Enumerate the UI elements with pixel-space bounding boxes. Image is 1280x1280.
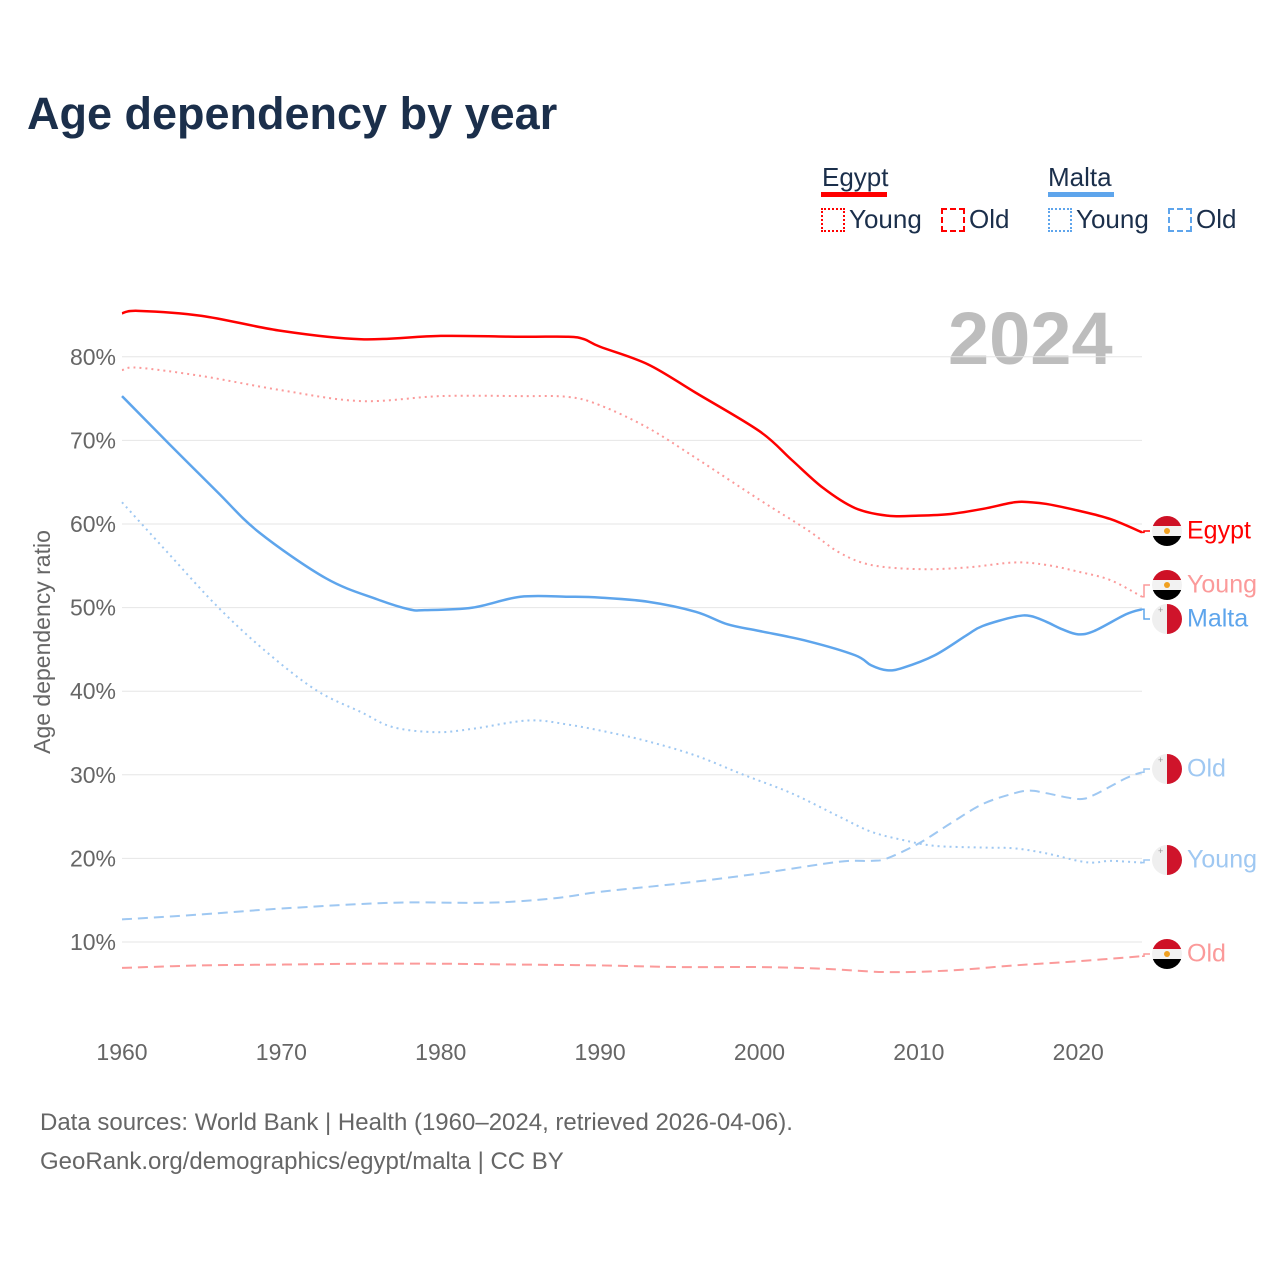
series-line-egypt-old <box>121 955 1143 974</box>
label-connector <box>1142 953 1150 957</box>
data-source: Data sources: World Bank | Health (1960–… <box>40 1109 793 1136</box>
svg-text:+: + <box>1158 605 1163 615</box>
x-tick-label: 2010 <box>893 1039 944 1065</box>
legend-egypt-bar <box>821 192 887 197</box>
x-tick-label: 1970 <box>256 1039 307 1065</box>
x-tick-label: 2020 <box>1053 1039 1104 1065</box>
dashed-swatch-icon <box>941 207 965 232</box>
end-label: Young <box>1187 570 1257 599</box>
label-connector <box>1142 859 1150 864</box>
current-year-watermark: 2024 <box>948 297 1113 380</box>
egypt-flag-icon <box>1152 939 1182 969</box>
end-label: Young <box>1187 845 1257 874</box>
label-connector <box>1142 768 1150 774</box>
series-line-malta-old <box>121 771 1143 921</box>
legend-malta-young[interactable]: Young <box>1048 204 1149 235</box>
egypt-flag-icon <box>1152 516 1182 546</box>
malta-flag-icon: + <box>1152 845 1182 875</box>
legend-label: Old <box>1196 204 1237 234</box>
chart-title: Age dependency by year <box>27 88 558 139</box>
end-label: Malta <box>1187 604 1249 633</box>
label-connector <box>1142 584 1150 598</box>
legend-label: Young <box>849 204 922 234</box>
series-line-egypt-young <box>121 366 1143 598</box>
legend-malta-title: Malta <box>1048 162 1112 192</box>
label-connector <box>1142 608 1150 620</box>
series-line-malta-young <box>121 501 1143 864</box>
dotted-swatch-icon <box>1048 207 1072 232</box>
dotted-swatch-icon <box>821 207 845 232</box>
end-label: Old <box>1187 754 1226 783</box>
legend-label: Old <box>969 204 1010 234</box>
legend-egypt-title: Egypt <box>822 162 889 192</box>
legend-malta-bar <box>1048 192 1114 197</box>
label-connector <box>1142 530 1150 534</box>
y-tick-label: 40% <box>70 678 116 704</box>
dashed-swatch-icon <box>1168 207 1192 232</box>
y-tick-label: 80% <box>70 344 116 370</box>
svg-text:+: + <box>1158 846 1163 856</box>
y-tick-label: 30% <box>70 762 116 788</box>
y-tick-label: 20% <box>70 845 116 871</box>
y-axis-label: Age dependency ratio <box>29 530 55 754</box>
series-line-egypt <box>121 309 1143 534</box>
svg-text:+: + <box>1158 755 1163 765</box>
legend-egypt-old[interactable]: Old <box>941 204 1009 235</box>
malta-flag-icon: + <box>1152 754 1182 784</box>
y-tick-label: 50% <box>70 595 116 621</box>
legend-egypt-young[interactable]: Young <box>821 204 922 235</box>
x-tick-label: 2000 <box>734 1039 785 1065</box>
malta-flag-icon: + <box>1152 604 1182 634</box>
y-tick-label: 10% <box>70 929 116 955</box>
x-tick-label: 1960 <box>96 1039 147 1065</box>
end-label: Egypt <box>1187 516 1251 545</box>
legend-malta-old[interactable]: Old <box>1168 204 1236 235</box>
x-tick-label: 1980 <box>415 1039 466 1065</box>
end-label: Old <box>1187 939 1226 968</box>
x-tick-label: 1990 <box>575 1039 626 1065</box>
credit-link[interactable]: GeoRank.org/demographics/egypt/malta | C… <box>40 1148 564 1175</box>
y-tick-label: 70% <box>70 427 116 453</box>
y-tick-label: 60% <box>70 511 116 537</box>
legend-label: Young <box>1076 204 1149 234</box>
series-line-malta <box>121 395 1143 672</box>
egypt-flag-icon <box>1152 570 1182 600</box>
